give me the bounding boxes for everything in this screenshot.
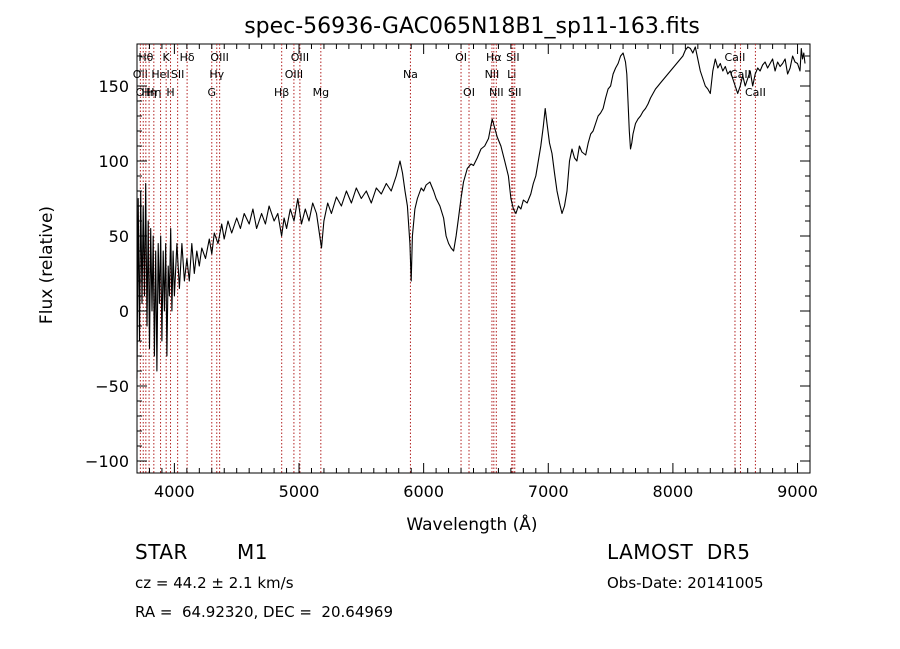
x-tick-label: 6000 — [403, 482, 444, 501]
line-marker-label: OI — [463, 86, 475, 99]
x-tick-label: 5000 — [279, 482, 320, 501]
spectrum-line — [136, 46, 806, 379]
line-marker-label: OI — [455, 51, 467, 64]
line-marker-label: Hγ — [209, 68, 224, 81]
x-tick-label: 9000 — [777, 482, 818, 501]
line-marker-label: Hα — [486, 51, 502, 64]
y-tick-label: 0 — [119, 302, 129, 321]
line-marker-label: K — [163, 51, 171, 64]
survey-name: LAMOST DR5 — [607, 540, 751, 564]
x-tick-label: 4000 — [154, 482, 195, 501]
y-axis-label: Flux (relative) — [37, 206, 57, 324]
line-marker-label: OII — [133, 68, 148, 81]
line-marker-label: HeI — [151, 68, 169, 81]
line-marker-label: Hδ — [180, 51, 195, 64]
plot-frame — [136, 43, 811, 474]
line-marker-label: SII — [508, 86, 521, 99]
observation-date: Obs-Date: 20141005 — [607, 574, 764, 592]
line-marker-label: Na — [403, 68, 418, 81]
chart-title: spec-56936-GAC065N18B1_sp11-163.fits — [244, 14, 700, 39]
line-marker-label: SII — [506, 51, 519, 64]
y-tick-label: 150 — [98, 77, 129, 96]
spectrum-series — [136, 46, 806, 379]
line-marker-label: Hη — [146, 86, 161, 99]
y-tick-label: −50 — [95, 377, 129, 396]
line-marker-label: Hη — [141, 86, 156, 99]
line-marker-label: CaII — [730, 68, 751, 81]
line-marker-label: NII — [485, 68, 500, 81]
y-tick-label: −100 — [85, 452, 129, 471]
line-marker-label: OIII — [291, 51, 309, 64]
plot-border — [136, 43, 811, 474]
line-marker-label: OII — [136, 86, 151, 99]
y-tick-label: 50 — [109, 227, 129, 246]
line-marker-label: CaII — [745, 86, 766, 99]
x-axis-label: Wavelength (Å) — [406, 513, 537, 535]
object-class: STAR — [135, 540, 188, 564]
line-marker-label: SII — [171, 68, 184, 81]
line-marker-label: G — [208, 86, 217, 99]
y-tick-label: 100 — [98, 152, 129, 171]
x-tick-label: 8000 — [653, 482, 694, 501]
line-marker-label: CaII — [725, 51, 746, 64]
line-marker-label: NII — [489, 86, 504, 99]
line-marker-label: OIII — [210, 51, 228, 64]
line-marker-label: Mg — [313, 86, 329, 99]
line-marker-label: Li — [507, 68, 516, 81]
axis-ticks: 4000 5000 6000 7000 8000 9000 −100 −50 0 50 100 150 — [85, 44, 818, 501]
object-subclass: M1 — [237, 540, 268, 564]
line-marker-label: H — [166, 86, 174, 99]
line-marker-label: Hβ — [274, 86, 289, 99]
line-marker-label: OIII — [285, 68, 303, 81]
coordinates-readout: RA = 64.92320, DEC = 20.64969 — [135, 603, 394, 621]
x-tick-label: 7000 — [528, 482, 569, 501]
line-marker-label: Hθ — [138, 51, 153, 64]
velocity-readout: cz = 44.2 ± 2.1 km/s — [135, 574, 294, 592]
